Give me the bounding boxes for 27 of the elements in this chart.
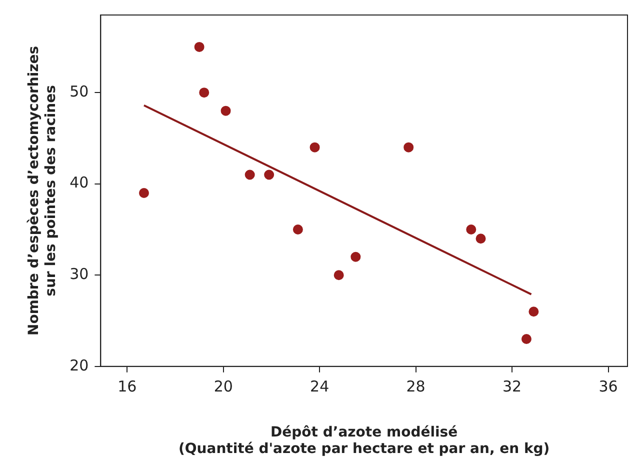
- point: [528, 306, 539, 317]
- point: [404, 142, 414, 152]
- y-tick-label: 30: [70, 265, 89, 284]
- y-tick-label: 40: [70, 174, 89, 192]
- point: [138, 188, 149, 198]
- x-tick-label: 28: [406, 377, 426, 396]
- x-tick-label: 16: [118, 377, 137, 396]
- point: [334, 270, 344, 280]
- point: [521, 334, 532, 344]
- point: [310, 142, 320, 152]
- point: [350, 252, 361, 262]
- point: [292, 224, 303, 234]
- x-axis-title: Dépôt d’azote modélisé (Quantité d'azote par hectare et par an, en kg): [178, 424, 550, 458]
- y-tick-label: 50: [70, 82, 89, 100]
- x-tick-label: 32: [502, 377, 522, 396]
- point: [264, 170, 274, 180]
- point: [220, 106, 231, 116]
- x-tick-label: 36: [598, 377, 618, 396]
- point: [194, 42, 204, 52]
- y-tick-label: 20: [70, 356, 89, 374]
- point: [476, 234, 486, 244]
- x-tick-label: 20: [214, 377, 233, 396]
- y-axis-title: Nombre d’espèces d’ectomycorhizes sur les pointes des racines: [26, 46, 59, 336]
- point: [244, 170, 255, 180]
- point: [199, 88, 210, 98]
- point: [466, 224, 476, 234]
- x-tick-label: 24: [310, 377, 330, 396]
